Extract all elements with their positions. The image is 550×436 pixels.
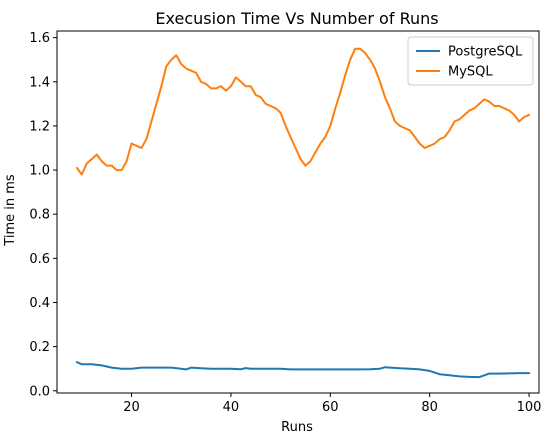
legend-label-postgresql: PostgreSQL xyxy=(448,45,523,60)
x-tick-label: 40 xyxy=(223,400,240,415)
chart-title: Execusion Time Vs Number of Runs xyxy=(155,9,438,28)
y-tick-label: 0.8 xyxy=(29,208,50,223)
legend-box xyxy=(407,36,534,86)
plot-frame xyxy=(56,30,540,394)
x-tick-label: 80 xyxy=(421,400,438,415)
y-tick-label: 1.0 xyxy=(29,164,50,179)
y-tick-label: 1.6 xyxy=(29,31,50,46)
y-tick-label: 0.2 xyxy=(29,340,50,355)
x-tick-label: 100 xyxy=(517,400,542,415)
y-axis-label: Time in ms xyxy=(3,174,18,247)
x-tick-label: 60 xyxy=(322,400,339,415)
y-tick-label: 1.4 xyxy=(29,75,50,90)
series-line-postgresql xyxy=(75,361,531,379)
series-line-mysql xyxy=(75,47,531,176)
x-tick-label: 20 xyxy=(123,400,140,415)
plot-area: 20 40 60 80 100 0.0 0.2 0.4 0.6 0.8 1.0 1.2 1.4 1.6 Po… xyxy=(29,30,542,415)
y-tick-label: 0.4 xyxy=(29,296,50,311)
y-tick-label: 1.2 xyxy=(29,119,50,134)
x-axis-label: Runs xyxy=(281,420,313,435)
y-tick-label: 0.0 xyxy=(29,384,50,399)
legend-label-mysql: MySQL xyxy=(448,65,493,80)
y-tick-label: 0.6 xyxy=(29,252,50,267)
